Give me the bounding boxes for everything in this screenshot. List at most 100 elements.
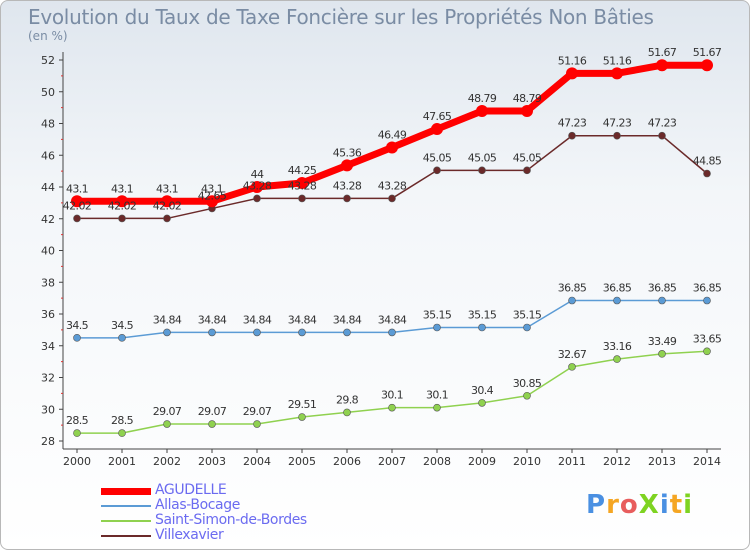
data-point-agudelle xyxy=(701,59,713,72)
data-label-saint-simon: 30.4 xyxy=(471,384,494,397)
legend-swatch-agudelle xyxy=(101,488,151,495)
data-point-saint-simon xyxy=(118,429,126,437)
y-tick-label: 30 xyxy=(41,403,55,416)
data-point-villexavier xyxy=(478,166,486,175)
data-label-allas-bocage: 34.84 xyxy=(378,313,407,326)
data-point-allas-bocage xyxy=(523,323,531,332)
logo-letter: r xyxy=(606,490,620,520)
data-point-agudelle xyxy=(161,195,173,208)
data-point-allas-bocage xyxy=(388,328,396,337)
x-tick-label: 2006 xyxy=(333,455,361,468)
data-label-villexavier: 47.23 xyxy=(603,117,632,130)
y-tick-label: 44 xyxy=(41,181,55,194)
legend-swatch-allas-bocage xyxy=(101,505,151,507)
data-point-agudelle xyxy=(206,195,218,208)
data-label-villexavier: 42.02 xyxy=(63,199,92,212)
data-point-saint-simon xyxy=(208,420,216,428)
data-label-allas-bocage: 34.84 xyxy=(153,313,182,326)
data-point-agudelle xyxy=(251,181,263,193)
data-label-saint-simon: 28.5 xyxy=(66,414,89,427)
data-point-saint-simon xyxy=(613,355,621,363)
data-point-agudelle xyxy=(116,195,128,208)
data-point-allas-bocage xyxy=(208,328,216,337)
data-label-allas-bocage: 36.85 xyxy=(648,282,677,295)
data-label-agudelle: 51.16 xyxy=(558,54,587,67)
data-label-saint-simon: 30.1 xyxy=(381,389,403,402)
y-tick-label: 38 xyxy=(41,276,55,289)
data-point-agudelle xyxy=(386,141,398,154)
data-point-villexavier xyxy=(298,194,306,203)
data-point-agudelle xyxy=(341,159,353,172)
x-tick-label: 2010 xyxy=(513,455,541,468)
data-point-allas-bocage xyxy=(703,296,711,305)
data-point-saint-simon xyxy=(523,391,531,400)
data-label-agudelle: 43.1 xyxy=(66,182,88,195)
data-point-villexavier xyxy=(253,194,261,203)
legend-label-allas-bocage: Allas-Bocage xyxy=(155,497,240,513)
data-label-saint-simon: 29.07 xyxy=(153,405,182,418)
x-tick-label: 2001 xyxy=(108,455,136,468)
data-label-allas-bocage: 34.84 xyxy=(198,313,227,326)
data-point-allas-bocage xyxy=(163,328,171,337)
data-point-allas-bocage xyxy=(433,323,441,332)
data-label-agudelle: 45.36 xyxy=(333,146,362,159)
legend-label-saint-simon: Saint-Simon-de-Bordes xyxy=(155,512,307,528)
data-point-agudelle xyxy=(476,104,488,117)
data-label-allas-bocage: 36.85 xyxy=(693,282,722,295)
data-label-allas-bocage: 35.15 xyxy=(423,308,452,321)
data-point-saint-simon xyxy=(388,403,396,412)
y-tick-label: 40 xyxy=(41,245,55,258)
logo-letter: P xyxy=(586,490,607,520)
data-point-villexavier xyxy=(703,169,711,178)
data-point-saint-simon xyxy=(253,420,261,428)
data-label-villexavier: 43.28 xyxy=(333,179,362,192)
data-point-allas-bocage xyxy=(73,334,81,342)
legend-item-agudelle: AGUDELLE xyxy=(101,482,401,499)
data-point-agudelle xyxy=(431,123,443,136)
data-label-saint-simon: 29.51 xyxy=(288,398,317,411)
data-label-villexavier: 45.05 xyxy=(423,151,452,164)
data-point-villexavier xyxy=(433,166,441,175)
data-point-agudelle xyxy=(656,59,668,72)
chart-title: Evolution du Taux de Taxe Foncière sur l… xyxy=(28,5,654,29)
data-label-villexavier: 47.23 xyxy=(558,117,587,130)
y-tick-label: 52 xyxy=(41,54,55,67)
y-tick-label: 32 xyxy=(41,372,55,385)
x-tick-label: 2005 xyxy=(288,455,316,468)
data-label-allas-bocage: 34.84 xyxy=(243,313,272,326)
data-label-agudelle: 44.25 xyxy=(288,164,317,177)
data-label-saint-simon: 30.85 xyxy=(513,377,542,390)
data-label-allas-bocage: 34.5 xyxy=(66,319,89,332)
data-point-saint-simon xyxy=(568,363,576,371)
data-point-villexavier xyxy=(118,214,126,223)
data-label-saint-simon: 29.07 xyxy=(198,405,227,418)
data-point-saint-simon xyxy=(73,429,81,437)
data-label-allas-bocage: 36.85 xyxy=(603,282,632,295)
data-label-saint-simon: 30.1 xyxy=(426,389,448,402)
data-label-agudelle: 51.67 xyxy=(648,46,677,59)
x-tick-label: 2007 xyxy=(378,455,406,468)
data-label-agudelle: 47.65 xyxy=(423,110,452,123)
logo-letter: i xyxy=(683,490,694,520)
data-label-villexavier: 43.28 xyxy=(288,179,317,192)
data-label-villexavier: 42.02 xyxy=(108,199,137,212)
data-label-saint-simon: 29.07 xyxy=(243,405,272,418)
x-tick-label: 2000 xyxy=(63,455,91,468)
data-label-allas-bocage: 34.84 xyxy=(288,313,317,326)
data-point-villexavier xyxy=(613,131,621,140)
unit-label: (en %) xyxy=(28,29,68,43)
data-label-villexavier: 45.05 xyxy=(468,151,497,164)
data-label-saint-simon: 33.16 xyxy=(603,340,632,353)
data-label-saint-simon: 32.67 xyxy=(558,348,587,361)
y-tick-label: 48 xyxy=(41,118,55,131)
data-label-villexavier: 43.28 xyxy=(378,179,407,192)
y-tick-label: 34 xyxy=(41,340,55,353)
legend: AGUDELLE Allas-Bocage Saint-Simon-de-Bor… xyxy=(101,482,401,544)
legend-label-villexavier: Villexavier xyxy=(155,527,224,543)
x-tick-label: 2014 xyxy=(693,455,721,468)
data-label-agudelle: 48.79 xyxy=(468,92,497,105)
x-tick-label: 2008 xyxy=(423,455,451,468)
proxiti-logo: ProXiti xyxy=(586,490,693,520)
data-label-villexavier: 43.28 xyxy=(243,179,272,192)
